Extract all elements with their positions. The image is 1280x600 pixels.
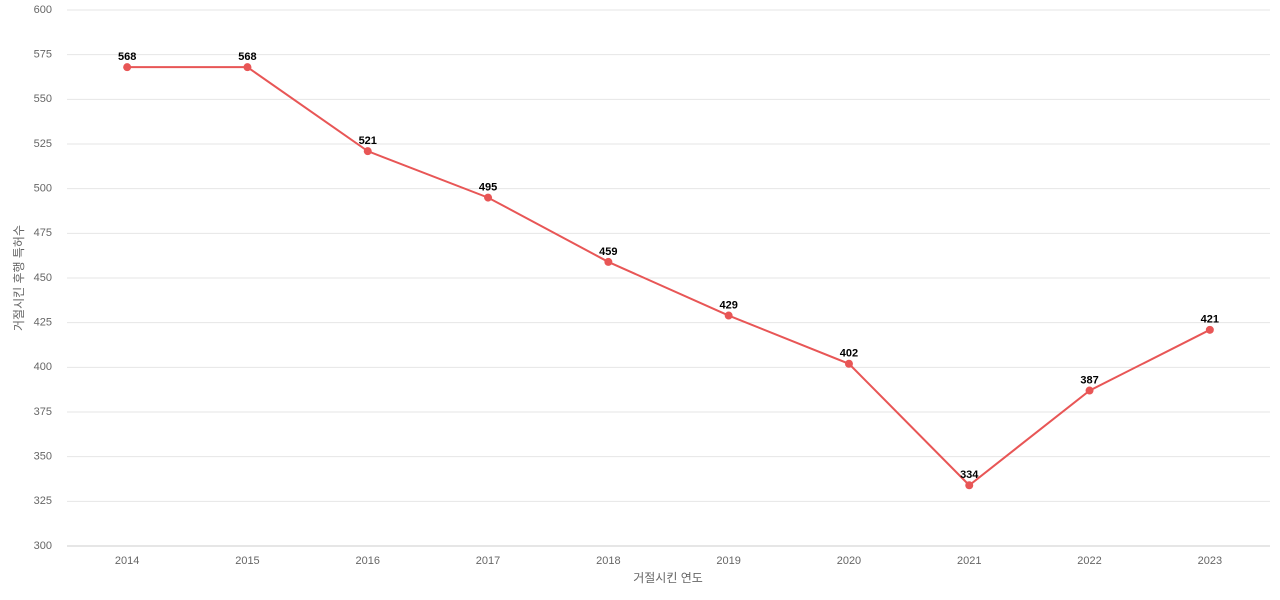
value-label: 387 bbox=[1080, 374, 1098, 386]
y-tick-label: 350 bbox=[34, 451, 52, 463]
x-tick-label: 2019 bbox=[716, 555, 740, 567]
value-label: 429 bbox=[719, 299, 737, 311]
y-axis-label: 거절시킨 후행 특허수 bbox=[11, 225, 26, 331]
value-label: 459 bbox=[599, 246, 617, 258]
value-label: 334 bbox=[960, 469, 979, 481]
value-label: 402 bbox=[840, 348, 858, 360]
value-label: 421 bbox=[1201, 314, 1219, 326]
x-tick-label: 2014 bbox=[115, 555, 139, 567]
point bbox=[965, 481, 974, 490]
y-tick-label: 325 bbox=[34, 495, 52, 507]
point bbox=[844, 359, 853, 368]
point bbox=[243, 63, 252, 72]
x-tick-label: 2017 bbox=[476, 555, 500, 567]
y-tick-label: 425 bbox=[34, 317, 52, 329]
value-label: 495 bbox=[479, 182, 497, 194]
value-label: 521 bbox=[359, 135, 377, 147]
y-tick-label: 500 bbox=[34, 183, 52, 195]
point bbox=[363, 147, 372, 156]
y-tick-label: 525 bbox=[34, 138, 52, 150]
y-tick-label: 600 bbox=[34, 4, 52, 16]
point bbox=[1085, 386, 1094, 395]
x-tick-label: 2015 bbox=[235, 555, 259, 567]
point bbox=[484, 193, 493, 202]
x-tick-label: 2023 bbox=[1198, 555, 1222, 567]
value-label: 568 bbox=[238, 51, 256, 63]
y-tick-label: 300 bbox=[34, 540, 52, 552]
x-tick-label: 2022 bbox=[1077, 555, 1101, 567]
point bbox=[1205, 325, 1214, 334]
y-tick-label: 375 bbox=[34, 406, 52, 418]
x-axis-label: 거절시킨 연도 bbox=[633, 571, 703, 585]
x-tick-label: 2021 bbox=[957, 555, 981, 567]
y-tick-label: 575 bbox=[34, 49, 52, 61]
x-tick-label: 2016 bbox=[356, 555, 380, 567]
y-tick-label: 550 bbox=[34, 93, 52, 105]
point bbox=[724, 311, 733, 320]
point bbox=[123, 63, 132, 72]
y-tick-label: 450 bbox=[34, 272, 52, 284]
y-tick-label: 475 bbox=[34, 227, 52, 239]
point bbox=[604, 257, 613, 266]
y-tick-label: 400 bbox=[34, 361, 52, 373]
value-label: 568 bbox=[118, 51, 136, 63]
line bbox=[127, 66, 1211, 487]
x-tick-label: 2020 bbox=[837, 555, 861, 567]
x-tick-label: 2018 bbox=[596, 555, 620, 567]
